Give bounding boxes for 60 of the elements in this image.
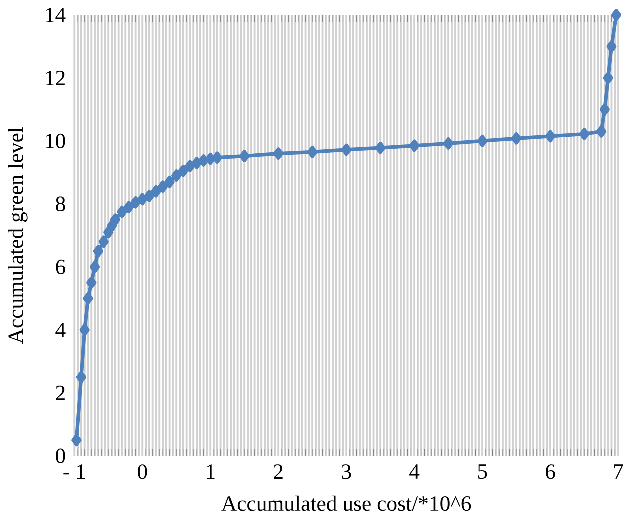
point	[178, 164, 188, 178]
point	[130, 196, 141, 209]
x-axis-title: Accumulated use cost/*10^6	[222, 496, 472, 512]
point	[93, 245, 104, 258]
point	[545, 130, 556, 143]
point	[192, 156, 202, 170]
point	[86, 276, 97, 289]
y-tick-label: 12	[46, 70, 65, 86]
point	[308, 146, 318, 158]
point	[198, 154, 209, 167]
point	[212, 152, 222, 164]
point	[596, 125, 607, 138]
y-tick-label: 14	[46, 8, 66, 22]
x-tick-label: 6	[546, 464, 556, 480]
x-tick-label: 5	[478, 464, 488, 479]
point	[83, 292, 94, 305]
point	[477, 134, 488, 148]
point	[443, 137, 454, 150]
point	[80, 324, 90, 336]
point	[110, 214, 120, 226]
point	[579, 128, 590, 140]
y-tick-label: 2	[56, 386, 65, 400]
point	[117, 206, 128, 218]
point	[90, 260, 100, 274]
point	[274, 148, 284, 160]
point	[158, 180, 168, 193]
point	[611, 8, 622, 22]
point	[206, 152, 216, 166]
y-tick-label: 8	[56, 196, 66, 212]
point	[144, 190, 154, 202]
x-tick-label: 0	[138, 464, 148, 480]
point	[98, 236, 109, 248]
y-tick-label: 0	[56, 448, 66, 464]
point	[172, 170, 182, 182]
y-tick-label: 4	[56, 322, 66, 338]
x-tick-label: 3	[342, 464, 352, 480]
y-tick-label: 6	[56, 260, 66, 274]
y-tick-label: 10	[46, 134, 66, 148]
point	[342, 144, 352, 156]
x-tick-label: - 1	[64, 464, 86, 479]
point	[606, 40, 617, 53]
point	[409, 140, 420, 152]
point	[511, 132, 522, 145]
point	[600, 103, 610, 116]
y-axis-title: Accumulated green level	[8, 127, 28, 344]
point	[151, 185, 162, 198]
x-tick-label: 2	[274, 464, 283, 479]
point	[138, 193, 148, 206]
point	[240, 150, 250, 162]
point	[185, 160, 196, 172]
point	[164, 176, 175, 188]
point	[76, 371, 87, 384]
x-tick-label: 7	[614, 464, 624, 479]
point	[376, 142, 386, 154]
point	[72, 434, 82, 446]
point	[104, 226, 114, 239]
x-tick-label: 4	[410, 464, 420, 479]
x-tick-label: 1	[207, 464, 215, 479]
point	[124, 201, 134, 214]
point	[603, 72, 614, 84]
